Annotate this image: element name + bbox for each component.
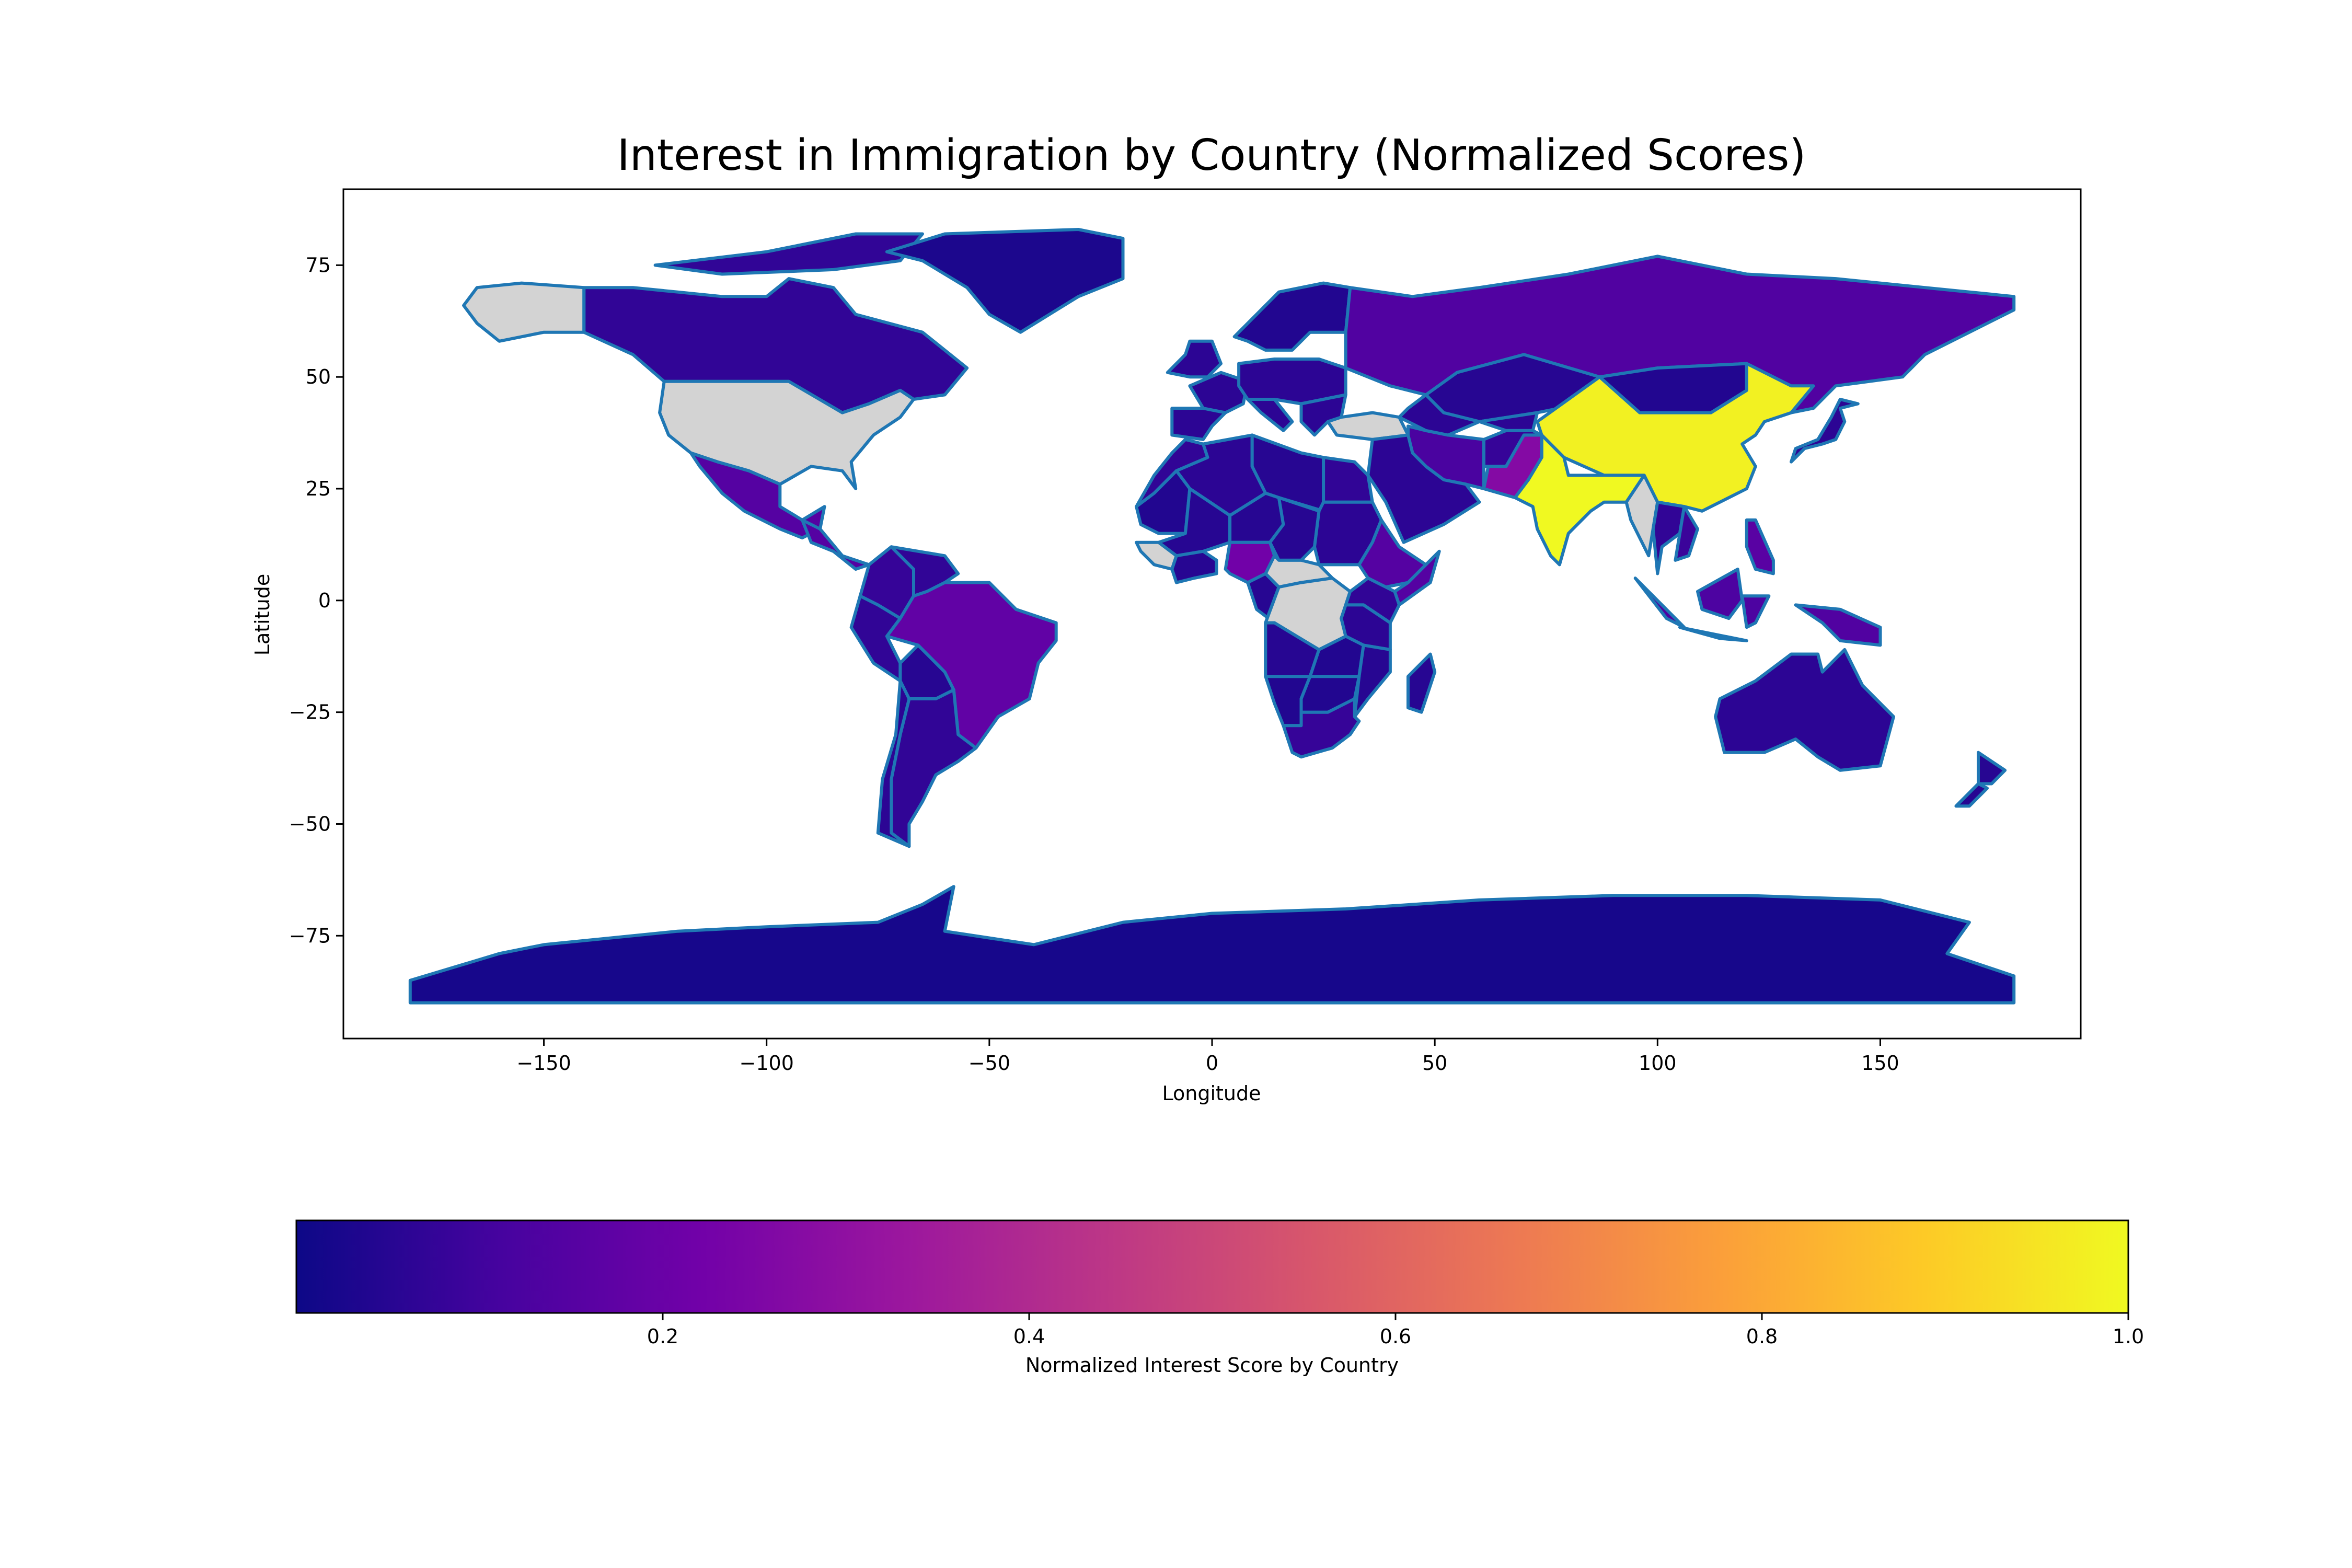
x-tick-label: −150 (516, 1052, 571, 1075)
region-egypt (1322, 456, 1374, 504)
x-axis-ticks: −150 −100 −50 0 50 100 150 (516, 1039, 1899, 1075)
region-mali (1170, 549, 1218, 584)
x-tick-label: 100 (1639, 1052, 1677, 1075)
region-papua-new-guinea (1794, 603, 1882, 647)
x-axis-label: Longitude (1162, 1082, 1261, 1105)
region-afghanistan (1482, 429, 1543, 468)
region-japan (1790, 398, 1860, 464)
region-saudi-arabia (1366, 433, 1481, 544)
x-tick-label: −100 (740, 1052, 794, 1075)
region-chile (876, 679, 911, 848)
region-mexico (689, 451, 826, 540)
x-tick-label: −50 (969, 1052, 1010, 1075)
y-tick-label: −75 (289, 924, 331, 947)
region-new-zealand (1954, 782, 1989, 808)
region-germany (1246, 398, 1294, 432)
colorbar-tick-label: 0.2 (647, 1325, 678, 1348)
y-tick-label: −25 (289, 701, 331, 724)
y-tick-label: 75 (306, 253, 331, 276)
map-title: Interest in Immigration by Country (Norm… (617, 131, 1806, 180)
region-australia (1714, 648, 1895, 772)
region-turkey (1326, 411, 1410, 441)
colorbar (295, 1219, 2129, 1314)
world-map (408, 228, 2016, 1005)
region-indonesia (1678, 626, 1748, 642)
region-indonesia (1633, 577, 1686, 629)
colorbar-label: Normalized Interest Score by Country (1025, 1354, 1399, 1377)
region-antarctica (408, 885, 2016, 1005)
region-madagascar (1406, 652, 1437, 714)
colorbar-tick-label: 0.4 (1013, 1325, 1045, 1348)
x-tick-label: 0 (1206, 1052, 1218, 1075)
y-tick-label: 25 (306, 477, 331, 500)
y-axis-label: Latitude (251, 574, 274, 655)
x-tick-label: 50 (1422, 1052, 1447, 1075)
region-greenland (885, 228, 1125, 334)
region-new-zealand (1977, 751, 2007, 786)
y-tick-label: 0 (318, 589, 331, 612)
colorbar-tick-label: 1.0 (2113, 1325, 2144, 1348)
region-alaska (462, 281, 586, 343)
region-indonesia (1696, 568, 1744, 620)
colorbar-tick-label: 0.8 (1746, 1325, 1778, 1348)
colorbar-tick-label: 0.6 (1380, 1325, 1411, 1348)
region-mexico (800, 518, 871, 571)
colorbar-ticks: 0.2 0.4 0.6 0.8 1.0 (647, 1313, 2144, 1348)
region-germany (1398, 393, 1539, 437)
y-tick-label: 50 (306, 365, 331, 388)
region-vietnam (1674, 505, 1699, 562)
region-philippines (1745, 518, 1775, 575)
y-axis-ticks: 75 50 25 0 −25 −50 −75 (289, 253, 343, 947)
x-tick-label: 150 (1861, 1052, 1899, 1075)
region-france (1188, 371, 1250, 414)
region-indonesia (1740, 594, 1771, 629)
region-germany (1166, 339, 1223, 379)
y-tick-label: −50 (289, 812, 331, 835)
region-south-africa (1282, 697, 1361, 759)
